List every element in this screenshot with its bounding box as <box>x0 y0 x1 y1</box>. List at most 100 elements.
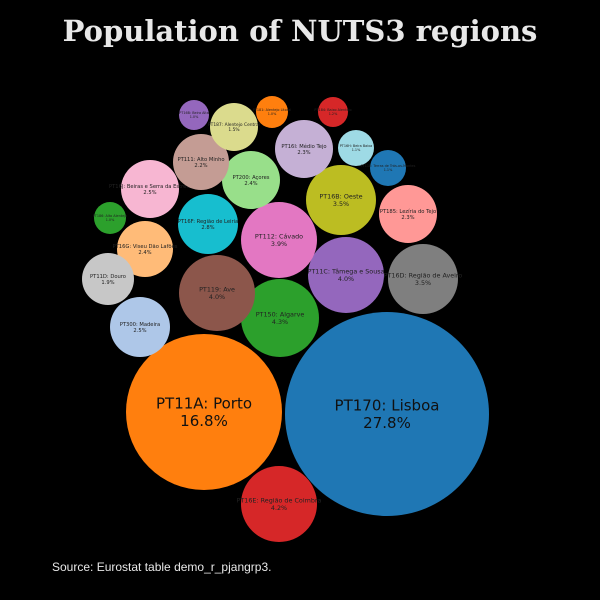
bubble-circle <box>126 334 282 490</box>
bubble-label: PT16D: Região de Aveiro <box>384 272 463 280</box>
bubble-value: 2.8% <box>201 225 214 231</box>
bubble-label: PT11C: Tâmega e Sousa <box>308 268 385 276</box>
bubble-circle <box>388 244 458 314</box>
source-note: Source: Eurostat table demo_r_pjangrp3. <box>52 560 272 574</box>
bubble-label: PT181: Alentejo Litoral <box>253 108 292 112</box>
bubble-circle <box>241 279 319 357</box>
bubble-label: PT11E: Terras de Trás-os-Montes <box>361 164 416 168</box>
bubble-value: 1.1% <box>352 148 361 152</box>
bubble-circle <box>178 194 238 254</box>
bubble-label: PT119: Ave <box>199 286 235 294</box>
bubble-label: PT186: Alto Alentejo <box>93 214 127 218</box>
bubble-value: 1.2% <box>329 112 338 116</box>
bubble-label: PT170: Lisboa <box>335 397 440 415</box>
bubble-label: PT150: Algarve <box>256 311 305 319</box>
bubble-label: PT11D: Douro <box>90 274 126 280</box>
bubble-circle <box>222 151 280 209</box>
bubble-value: 1.0% <box>190 115 199 119</box>
bubble-value: 3.5% <box>415 279 431 287</box>
bubble-label: PT185: Lezíria do Tejo <box>380 208 436 215</box>
bubble-circle <box>241 202 317 278</box>
bubble-value: 3.9% <box>271 240 287 248</box>
bubble-label: PT112: Cávado <box>255 233 303 241</box>
bubble-circle <box>210 103 258 151</box>
bubble-label: PT16H: Beira Baixa <box>340 144 373 148</box>
bubble-label: PT11A: Porto <box>156 395 252 413</box>
bubble-label: PT16E: Região de Coimbra <box>237 497 322 505</box>
bubble-value: 4.0% <box>338 275 354 283</box>
bubble-label: PT200: Açores <box>233 175 270 181</box>
bubble-circle <box>179 255 255 331</box>
bubble-label: PT16I: Médio Tejo <box>281 143 326 150</box>
bubble-value: 4.2% <box>271 504 287 512</box>
bubble-label: PT16B: Oeste <box>319 193 362 201</box>
bubble-label: PT16F: Região de Leiria <box>178 219 239 225</box>
bubble-circle <box>256 96 288 128</box>
bubble-value: 4.3% <box>272 318 288 326</box>
bubble-circle <box>338 130 374 166</box>
bubble-circle <box>285 312 489 516</box>
bubble-label: PT184: Baixo Alentejo <box>314 108 351 112</box>
bubble-circle <box>82 253 134 305</box>
bubble-value: 2.5% <box>143 190 156 196</box>
bubble-circle <box>318 97 348 127</box>
bubble-value: 16.8% <box>180 412 228 430</box>
bubble-value: 4.0% <box>209 293 225 301</box>
bubble-value: 2.4% <box>244 181 257 187</box>
bubble-value: 1.0% <box>106 218 115 222</box>
bubble-circle <box>241 466 317 542</box>
bubble-circle <box>94 202 126 234</box>
bubble-value: 1.5% <box>228 127 239 133</box>
bubble-value: 2.3% <box>401 215 414 221</box>
bubble-circle <box>117 221 173 277</box>
bubble-value: 2.5% <box>133 328 146 334</box>
bubble-label: PT16G: Viseu Dão Lafões <box>113 244 178 250</box>
bubble-label: PT16J: Beiras e Serra da Estrela <box>109 184 191 190</box>
bubble-circle <box>173 134 229 190</box>
bubble-circle <box>275 120 333 178</box>
bubble-value: 1.9% <box>101 280 114 286</box>
bubble-value: 3.5% <box>333 200 349 208</box>
bubble-circle <box>121 160 179 218</box>
bubble-circle <box>110 297 170 357</box>
bubble-circle <box>308 237 384 313</box>
bubble-circle <box>306 165 376 235</box>
bubble-circle <box>379 185 437 243</box>
bubble-circle <box>179 100 209 130</box>
bubble-value: 2.4% <box>138 250 151 256</box>
bubble-circle <box>370 150 406 186</box>
bubble-value: 1.0% <box>268 112 277 116</box>
bubble-label: PT16B: Beira Alta <box>179 111 209 115</box>
bubble-value: 1.1% <box>384 168 393 172</box>
bubble-value: 2.3% <box>297 150 310 156</box>
bubble-value: 2.2% <box>194 163 207 169</box>
chart-title: Population of NUTS3 regions <box>62 14 538 48</box>
bubble-label: PT300: Madeira <box>120 322 161 328</box>
bubble-value: 27.8% <box>363 414 411 432</box>
